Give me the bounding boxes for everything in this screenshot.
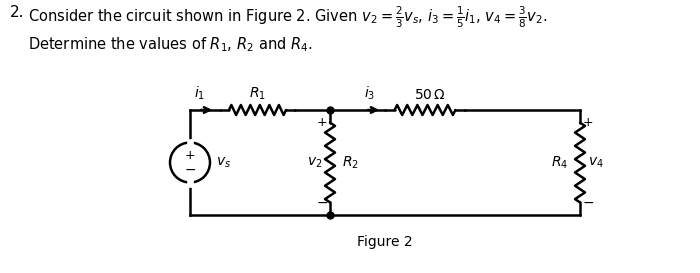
Text: Determine the values of $R_1$, $R_2$ and $R_4$.: Determine the values of $R_1$, $R_2$ and… bbox=[28, 35, 312, 54]
Circle shape bbox=[170, 143, 210, 182]
Text: $R_2$: $R_2$ bbox=[342, 154, 359, 171]
Text: $R_4$: $R_4$ bbox=[551, 154, 568, 171]
Text: $i_1$: $i_1$ bbox=[195, 85, 206, 102]
Text: Figure 2: Figure 2 bbox=[357, 235, 413, 249]
Text: +: + bbox=[185, 149, 195, 162]
Text: $i_3$: $i_3$ bbox=[365, 85, 376, 102]
Text: +: + bbox=[316, 115, 328, 129]
Text: $v_2$: $v_2$ bbox=[307, 155, 322, 170]
Text: $v_s$: $v_s$ bbox=[216, 155, 231, 170]
Text: $v_4$: $v_4$ bbox=[588, 155, 604, 170]
Text: $50\,\Omega$: $50\,\Omega$ bbox=[414, 88, 446, 102]
Text: −: − bbox=[582, 196, 594, 210]
Text: −: − bbox=[184, 162, 196, 177]
Text: +: + bbox=[582, 115, 594, 129]
Text: 2.: 2. bbox=[10, 5, 25, 20]
Text: Consider the circuit shown in Figure 2. Given $v_2 = \frac{2}{3}v_s$, $i_3 = \fr: Consider the circuit shown in Figure 2. … bbox=[28, 5, 547, 30]
Text: −: − bbox=[316, 196, 328, 210]
Text: $R_1$: $R_1$ bbox=[249, 86, 266, 102]
